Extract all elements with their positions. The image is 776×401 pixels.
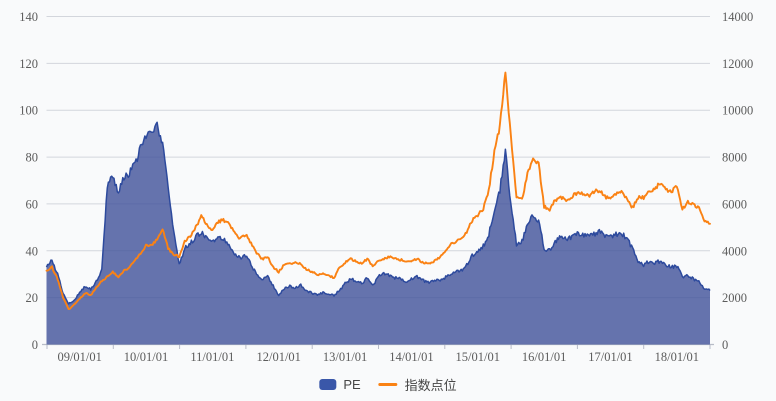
y-axis-tick-label-right: 12000 <box>722 57 753 71</box>
y-axis-tick-label-left: 60 <box>26 197 39 211</box>
y-axis-tick-label-left: 100 <box>19 104 38 118</box>
legend-index-label: 指数点位 <box>404 378 457 393</box>
legend-item-index[interactable]: 指数点位 <box>378 375 457 394</box>
pe-area-edge <box>45 121 711 305</box>
x-axis-tick-label: 13/01/01 <box>323 350 367 364</box>
y-axis-tick-label-right: 14000 <box>722 10 753 24</box>
x-axis-tick-label: 14/01/01 <box>389 350 433 364</box>
y-axis-tick-label-right: 10000 <box>722 104 753 118</box>
index-line-swatch-icon <box>378 383 398 386</box>
index-line-series[interactable] <box>45 71 711 311</box>
y-axis-tick-label-left: 120 <box>19 57 38 71</box>
legend-pe-label: PE <box>343 377 361 392</box>
chart-legend: PE 指数点位 <box>319 375 457 394</box>
x-axis-tick-label: 09/01/01 <box>57 350 101 364</box>
y-axis-tick-label-right: 4000 <box>722 244 747 258</box>
pe-area-series[interactable] <box>46 122 711 345</box>
y-axis-tick-label-right: 8000 <box>722 151 747 165</box>
y-axis-tick-label-left: 80 <box>26 151 39 165</box>
x-axis-tick-label: 11/01/01 <box>190 350 234 364</box>
x-axis-tick-label: 12/01/01 <box>256 350 300 364</box>
x-axis-tick-label: 10/01/01 <box>124 350 168 364</box>
y-axis-tick-label-right: 6000 <box>722 197 747 211</box>
y-axis-tick-label-left: 0 <box>32 338 38 352</box>
legend-item-pe[interactable]: PE <box>319 377 361 392</box>
x-axis-tick-label: 16/01/01 <box>522 350 566 364</box>
y-axis-tick-label-right: 2000 <box>722 291 747 305</box>
pe-area-swatch-icon <box>319 379 337 390</box>
y-axis-tick-label-left: 40 <box>26 244 39 258</box>
x-axis-tick-label: 15/01/01 <box>456 350 500 364</box>
y-axis-tick-label-right: 0 <box>722 338 728 352</box>
y-axis-tick-label-left: 140 <box>19 10 38 24</box>
x-axis-tick-label: 17/01/01 <box>588 350 632 364</box>
x-axis-tick-label: 18/01/01 <box>655 350 699 364</box>
y-axis-tick-label-left: 20 <box>26 291 39 305</box>
